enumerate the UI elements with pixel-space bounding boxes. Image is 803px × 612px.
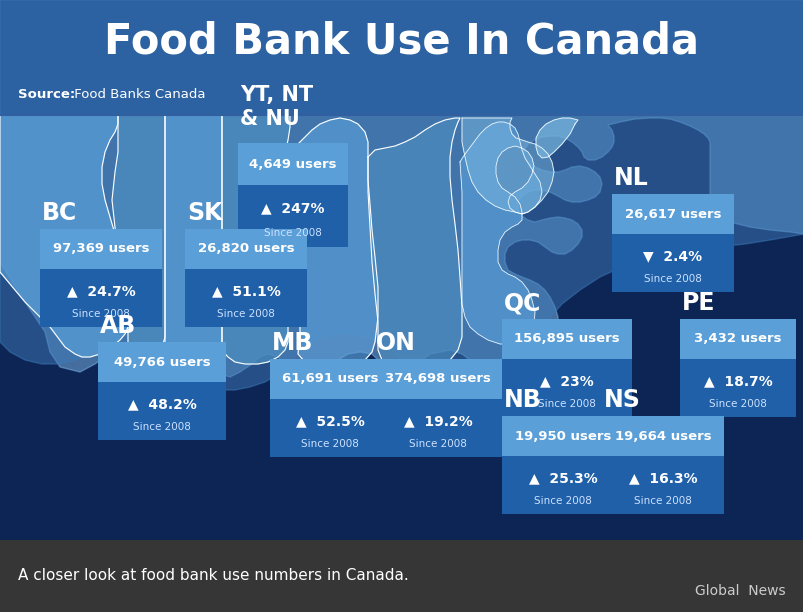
Polygon shape — [536, 118, 577, 158]
Text: 97,369 users: 97,369 users — [53, 242, 149, 255]
Bar — [501, 456, 623, 514]
Bar — [679, 359, 795, 417]
Bar — [270, 399, 389, 457]
Bar — [270, 359, 389, 399]
Bar — [40, 229, 161, 269]
Text: ▲  19.2%: ▲ 19.2% — [403, 414, 472, 428]
Text: QC: QC — [503, 291, 540, 315]
Text: Since 2008: Since 2008 — [634, 496, 691, 506]
Text: Since 2008: Since 2008 — [537, 399, 595, 409]
Text: 26,617 users: 26,617 users — [624, 207, 720, 220]
Bar — [98, 382, 226, 440]
Text: 19,664 users: 19,664 users — [614, 430, 711, 442]
Text: 4,649 users: 4,649 users — [249, 157, 336, 171]
Text: Since 2008: Since 2008 — [533, 496, 591, 506]
Bar — [185, 229, 307, 269]
Text: 3,432 users: 3,432 users — [693, 332, 781, 346]
Bar — [0, 0, 803, 115]
Bar — [238, 185, 348, 247]
Bar — [501, 416, 623, 456]
Polygon shape — [0, 115, 803, 377]
Text: Since 2008: Since 2008 — [263, 228, 321, 238]
Bar — [373, 359, 501, 399]
Text: 49,766 users: 49,766 users — [113, 356, 210, 368]
Text: AB: AB — [100, 314, 136, 338]
Text: 61,691 users: 61,691 users — [281, 373, 377, 386]
Text: Source:: Source: — [18, 88, 75, 101]
Text: NB: NB — [503, 388, 541, 412]
Bar — [0, 540, 803, 612]
Bar — [601, 456, 723, 514]
Text: ▲  247%: ▲ 247% — [261, 201, 324, 215]
Polygon shape — [368, 118, 462, 374]
Bar — [611, 194, 733, 234]
Bar — [679, 319, 795, 359]
Text: 19,950 users: 19,950 users — [514, 430, 610, 442]
Polygon shape — [165, 115, 222, 364]
Text: ▲  18.7%: ▲ 18.7% — [703, 374, 772, 388]
Text: Food Bank Use In Canada: Food Bank Use In Canada — [104, 20, 699, 62]
Polygon shape — [222, 115, 290, 364]
Polygon shape — [0, 0, 803, 417]
Bar — [501, 319, 631, 359]
Text: ▲  16.3%: ▲ 16.3% — [628, 471, 696, 485]
Polygon shape — [112, 115, 165, 357]
Text: Global  News: Global News — [695, 584, 785, 598]
Text: SK: SK — [187, 201, 222, 225]
Text: Since 2008: Since 2008 — [72, 309, 130, 319]
Bar — [98, 342, 226, 382]
Text: ▲  23%: ▲ 23% — [540, 374, 593, 388]
Text: ON: ON — [376, 331, 415, 355]
Text: YT, NT: YT, NT — [240, 85, 312, 105]
Polygon shape — [459, 122, 541, 344]
Bar — [601, 416, 723, 456]
Text: Since 2008: Since 2008 — [217, 309, 275, 319]
Text: ▲  24.7%: ▲ 24.7% — [67, 284, 135, 298]
Text: NS: NS — [603, 388, 640, 412]
Text: ▲  52.5%: ▲ 52.5% — [296, 414, 364, 428]
Text: & NU: & NU — [240, 109, 300, 129]
Polygon shape — [0, 115, 128, 357]
Bar — [373, 399, 501, 457]
Text: Since 2008: Since 2008 — [409, 439, 467, 449]
Bar — [238, 143, 348, 185]
Text: Food Banks Canada: Food Banks Canada — [70, 88, 206, 101]
Text: A closer look at food bank use numbers in Canada.: A closer look at food bank use numbers i… — [18, 569, 408, 583]
Text: Since 2008: Since 2008 — [133, 422, 190, 432]
Polygon shape — [462, 118, 553, 214]
Text: ▼  2.4%: ▼ 2.4% — [642, 249, 702, 263]
Text: 26,820 users: 26,820 users — [198, 242, 294, 255]
Text: Since 2008: Since 2008 — [643, 274, 701, 284]
Text: 156,895 users: 156,895 users — [514, 332, 619, 346]
Polygon shape — [290, 118, 377, 370]
Bar — [611, 234, 733, 292]
Text: ▲  48.2%: ▲ 48.2% — [128, 397, 196, 411]
Text: Since 2008: Since 2008 — [708, 399, 766, 409]
Text: NL: NL — [613, 166, 648, 190]
Text: BC: BC — [42, 201, 77, 225]
Bar — [185, 269, 307, 327]
Text: 374,698 users: 374,698 users — [385, 373, 491, 386]
Text: Since 2008: Since 2008 — [300, 439, 358, 449]
Text: MB: MB — [271, 331, 313, 355]
Text: PE: PE — [681, 291, 715, 315]
Text: ▲  25.3%: ▲ 25.3% — [528, 471, 597, 485]
Bar — [501, 359, 631, 417]
Bar — [40, 269, 161, 327]
Bar — [0, 115, 803, 540]
Text: ▲  51.1%: ▲ 51.1% — [211, 284, 280, 298]
